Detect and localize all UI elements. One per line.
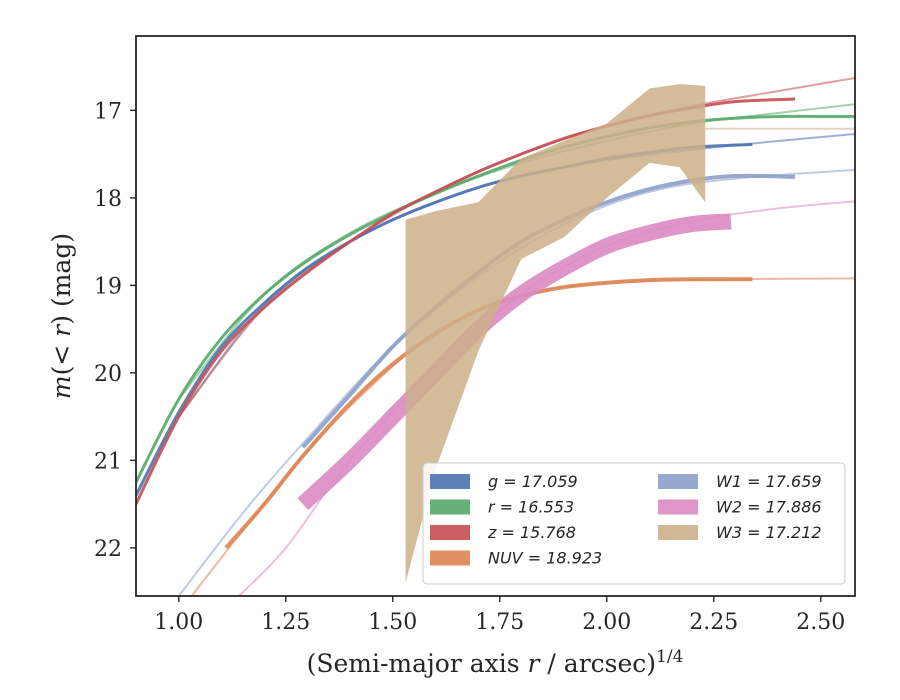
x-tick-label: 2.00 <box>582 610 631 635</box>
x-tick-label: 1.00 <box>154 610 203 635</box>
legend-swatch-r <box>430 499 470 515</box>
legend-label-w1: W1 = 17.659 <box>716 472 822 491</box>
legend-swatch-w1 <box>658 474 698 489</box>
legend-label-g: g = 17.059 <box>488 472 578 491</box>
y-axis: 17 18 19 20 21 22 <box>94 99 136 562</box>
legend-label-w2: W2 = 17.886 <box>716 498 822 517</box>
x-axis-title: (Semi-major axis r / arcsec)1/4 <box>307 647 684 678</box>
x-tick-label: 2.25 <box>689 610 738 635</box>
legend-swatch-w3 <box>658 525 698 540</box>
band-r <box>136 114 855 483</box>
band-w3 <box>405 84 706 583</box>
x-tick-label: 2.50 <box>796 610 845 635</box>
legend-swatch-g <box>430 474 470 489</box>
legend-swatch-z <box>430 525 470 540</box>
y-tick-label: 20 <box>94 362 122 387</box>
y-tick-label: 21 <box>94 449 122 474</box>
band-w2 <box>297 213 732 510</box>
plot-frame <box>135 35 856 597</box>
y-tick-label: 17 <box>94 99 122 124</box>
series-layer <box>136 77 855 596</box>
x-tick-label: 1.25 <box>261 610 310 635</box>
legend-frame <box>422 462 846 585</box>
legend-label-nuv: NUV = 18.923 <box>488 549 602 568</box>
y-axis-title: m(< r) (mag) <box>47 233 76 399</box>
x-axis: 1.00 1.25 1.50 1.75 2.00 2.25 2.50 <box>154 596 845 635</box>
y-tick-label: 19 <box>94 274 122 299</box>
y-tick-label: 22 <box>94 537 122 562</box>
legend-label-r: r = 16.553 <box>488 498 574 517</box>
legend-swatch-nuv <box>430 550 470 566</box>
legend-label-w3: W3 = 17.212 <box>716 523 822 542</box>
legend-swatch-w2 <box>658 499 698 515</box>
legend: g = 17.059 r = 16.553 z = 15.768 NUV = 18.9… <box>422 462 846 585</box>
x-tick-label: 1.50 <box>368 610 417 635</box>
y-tick-label: 18 <box>94 187 122 212</box>
legend-label-z: z = 15.768 <box>487 523 576 542</box>
x-tick-label: 1.75 <box>475 610 524 635</box>
